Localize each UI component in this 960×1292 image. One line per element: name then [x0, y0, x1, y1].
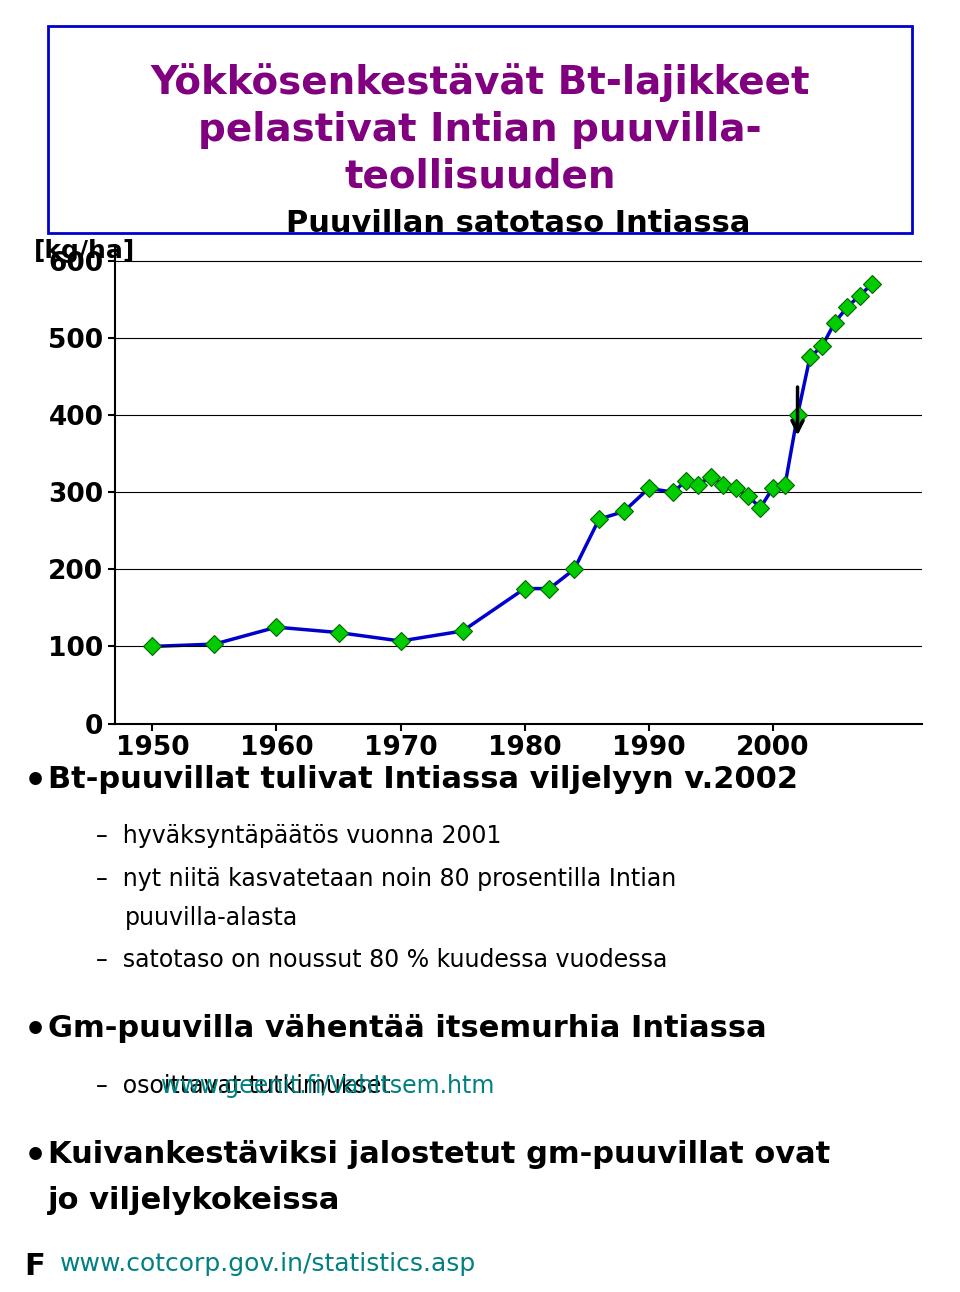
Text: www.cotcorp.gov.in/statistics.asp: www.cotcorp.gov.in/statistics.asp: [60, 1252, 476, 1276]
Text: –  hyväksyntäpäätös vuonna 2001: – hyväksyntäpäätös vuonna 2001: [96, 824, 501, 849]
Text: •: •: [24, 1014, 47, 1048]
Text: puuvilla-alasta: puuvilla-alasta: [125, 906, 298, 930]
Text: •: •: [24, 765, 47, 798]
Text: jo viljelykokeissa: jo viljelykokeissa: [48, 1186, 341, 1214]
Text: –  satotaso on noussut 80 % kuudessa vuodessa: – satotaso on noussut 80 % kuudessa vuod…: [96, 948, 667, 973]
Text: •: •: [24, 1140, 47, 1173]
Text: Yökkösenkestävät Bt-lajikkeet
pelastivat Intian puuvilla-
teollisuuden: Yökkösenkestävät Bt-lajikkeet pelastivat…: [151, 63, 809, 195]
Title: Puuvillan satotaso Intiassa: Puuvillan satotaso Intiassa: [286, 208, 751, 238]
FancyBboxPatch shape: [48, 26, 912, 233]
Text: Gm-puuvilla vähentää itsemurhia Intiassa: Gm-puuvilla vähentää itsemurhia Intiassa: [48, 1014, 767, 1043]
Text: –  osoittavat tutkimukset: – osoittavat tutkimukset: [96, 1074, 398, 1098]
Text: F: F: [24, 1252, 45, 1280]
Text: Bt-puuvillat tulivat Intiassa viljelyyn v.2002: Bt-puuvillat tulivat Intiassa viljelyyn …: [48, 765, 798, 793]
Text: [kg/ha]: [kg/ha]: [34, 239, 134, 264]
Text: Kuivankestäviksi jalostetut gm-puuvillat ovat: Kuivankestäviksi jalostetut gm-puuvillat…: [48, 1140, 830, 1168]
Text: –  nyt niitä kasvatetaan noin 80 prosentilla Intian: – nyt niitä kasvatetaan noin 80 prosenti…: [96, 867, 676, 891]
Text: www.geenit.fi/VahItsem.htm: www.geenit.fi/VahItsem.htm: [161, 1074, 494, 1098]
